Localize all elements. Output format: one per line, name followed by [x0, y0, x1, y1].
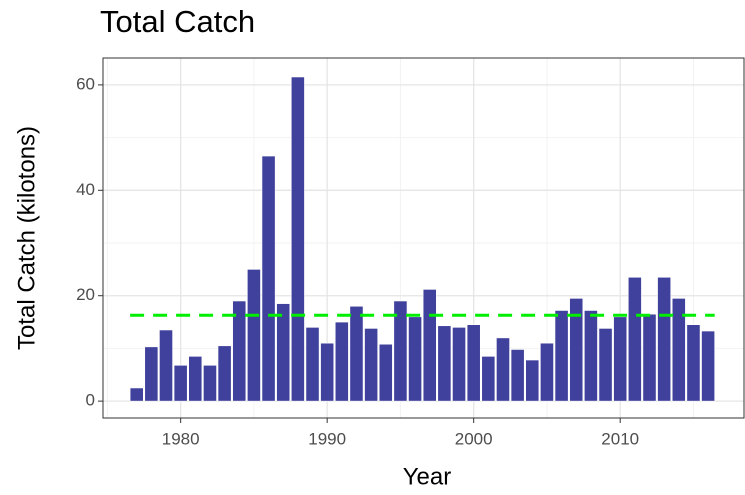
- bar: [349, 305, 364, 402]
- bar: [305, 327, 320, 402]
- x-axis-label: Year: [403, 463, 452, 490]
- bar: [159, 329, 173, 402]
- bar: [540, 342, 554, 402]
- bar: [569, 298, 584, 402]
- y-tick-label: 40: [76, 180, 95, 199]
- y-axis-label: Total Catch (kilotons): [13, 126, 40, 350]
- bar: [583, 310, 598, 402]
- bar: [320, 342, 335, 402]
- bar: [627, 276, 642, 402]
- y-tick-label: 0: [86, 391, 95, 410]
- bar: [613, 316, 628, 402]
- bar: [554, 310, 569, 402]
- x-tick-label: 2010: [601, 429, 639, 448]
- bar: [510, 349, 525, 402]
- bar: [408, 316, 422, 402]
- bar: [276, 303, 291, 402]
- bar: [173, 364, 188, 402]
- bar: [671, 298, 686, 402]
- bar: [701, 330, 715, 402]
- bar: [261, 155, 276, 402]
- bar: [232, 300, 247, 402]
- y-tick-label: 60: [76, 74, 95, 93]
- bar: [422, 289, 437, 402]
- bar: [481, 356, 496, 402]
- bar: [452, 327, 466, 402]
- bar: [217, 345, 232, 402]
- bar: [188, 356, 203, 402]
- x-tick-label: 1980: [162, 429, 200, 448]
- bar: [598, 328, 613, 402]
- bar: [525, 359, 540, 402]
- bar: [378, 343, 393, 402]
- bar: [144, 346, 159, 402]
- bar: [496, 337, 510, 402]
- bar: [437, 325, 452, 402]
- bar: [393, 300, 408, 402]
- bar: [290, 76, 305, 402]
- bar: [247, 269, 261, 402]
- bar: [642, 313, 657, 402]
- x-tick-label: 2000: [455, 429, 493, 448]
- chart-title: Total Catch: [100, 4, 255, 39]
- x-tick-label: 1990: [308, 429, 346, 448]
- bar: [686, 324, 701, 402]
- bar: [129, 387, 144, 402]
- panel-border: [102, 57, 745, 419]
- bar: [364, 328, 379, 402]
- y-tick-label: 20: [76, 285, 95, 304]
- bar: [334, 321, 349, 402]
- bar: [203, 364, 217, 402]
- bar: [657, 276, 672, 402]
- bar: [466, 324, 481, 402]
